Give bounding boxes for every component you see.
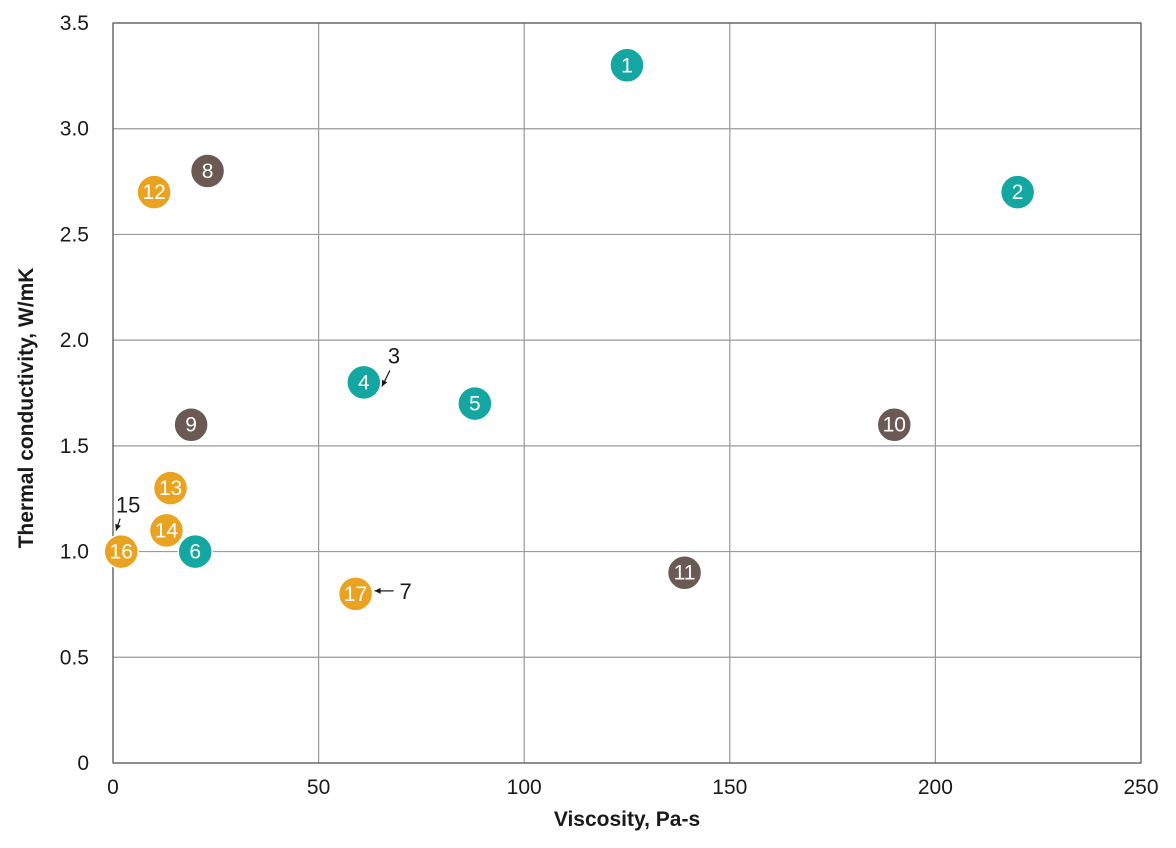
data-point-17: 17 [337,576,374,612]
callout-label-15: 15 [116,493,140,518]
x-axis-title: Viscosity, Pa-s [554,808,700,831]
point-label-4: 4 [358,371,370,394]
point-marker-8 [189,153,226,189]
callouts: 3 7 15 [115,343,412,604]
x-tick-label: 150 [712,776,747,799]
point-label-13: 13 [159,477,182,500]
point-label-2: 2 [1012,181,1024,204]
data-point-5: 5 [457,385,493,422]
point-marker-5 [457,385,493,422]
point-marker-16 [103,533,139,570]
data-point-4: 4 [346,364,382,401]
point-label-6: 6 [189,541,201,564]
data-point-13: 13 [152,470,189,506]
point-marker-14 [148,512,185,549]
plot-frame [112,22,1142,764]
data-point-11: 11 [666,554,703,591]
callout-15-arrow-head [115,523,121,531]
data-point-16: 16 [103,533,139,570]
data-point-10: 10 [876,406,913,443]
data-point-2: 2 [999,174,1036,210]
point-label-14: 14 [155,519,179,542]
y-tick-label: 2.5 [60,223,89,246]
data-point-8: 8 [189,153,226,189]
point-marker-10 [876,406,913,443]
point-marker-6 [177,533,213,570]
y-tick-label: 0.5 [60,646,89,669]
point-marker-1 [609,47,645,84]
point-marker-12 [136,174,172,210]
x-tick-label: 200 [918,776,953,799]
y-tick-label: 1.0 [60,541,89,564]
callout-label-7: 7 [399,579,411,604]
data-point-14: 14 [148,512,185,549]
data-point-12: 12 [136,174,172,210]
data-point-1: 1 [609,47,645,84]
y-axis-title: Thermal conductivity, W/mK [15,268,38,549]
y-tick-label: 3.0 [60,118,89,141]
point-label-9: 9 [185,414,197,437]
callout-3-arrow-head [381,379,388,387]
point-marker-9 [173,406,209,443]
x-tick-label: 0 [107,776,119,799]
point-marker-2 [999,174,1036,210]
grid [112,22,1142,764]
data-point-9: 9 [173,406,209,443]
point-label-11: 11 [674,562,696,585]
y-tick-label: 1.5 [60,435,89,458]
x-tick-label: 250 [1123,776,1158,799]
point-marker-17 [337,576,374,612]
point-marker-11 [666,554,703,591]
y-tick-label: 0 [77,752,89,775]
point-label-8: 8 [202,160,214,183]
point-marker-4 [346,364,382,401]
data-point-6: 6 [177,533,213,570]
point-label-12: 12 [142,181,165,204]
point-label-17: 17 [344,583,367,606]
x-tick-label: 100 [507,776,542,799]
point-label-1: 1 [621,54,633,77]
tick-labels: 0 50 100 150 200 250 0 0.5 1.0 1.5 2.0 2.5 3.0 3.5 [60,12,1159,799]
point-label-16: 16 [110,541,133,564]
y-tick-label: 2.0 [60,329,89,352]
point-marker-13 [152,470,189,506]
callout-label-3: 3 [388,343,400,368]
callout-7-arrow-head [374,587,381,594]
point-label-10: 10 [883,414,906,437]
point-label-5: 5 [469,393,481,416]
x-tick-label: 50 [307,776,330,799]
y-tick-label: 3.5 [60,12,89,35]
